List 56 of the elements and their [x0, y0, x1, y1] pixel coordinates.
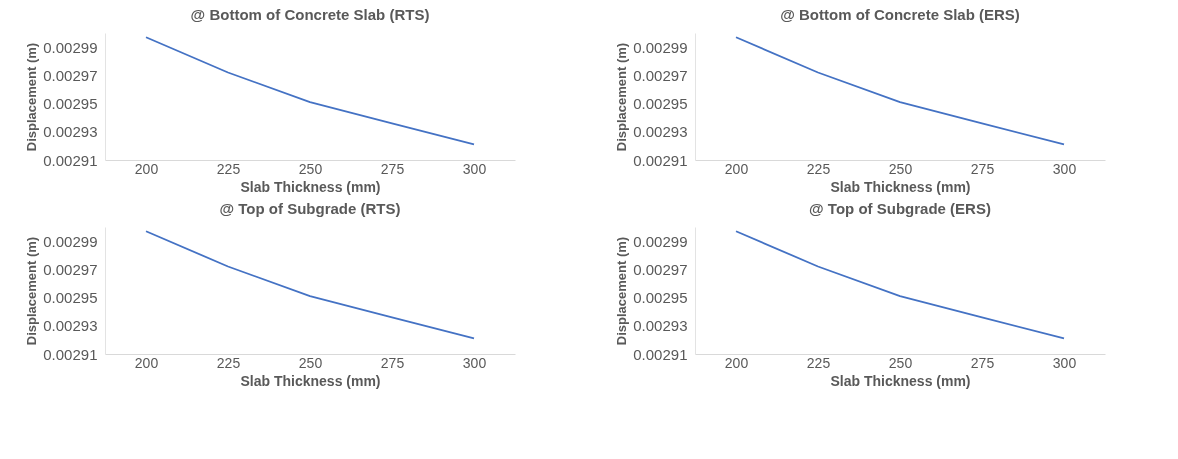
y-tick-label: 0.00299 — [633, 38, 688, 56]
y-tick-label: 0.00291 — [43, 151, 98, 169]
y-tick-label: 0.00291 — [633, 345, 688, 363]
y-tick-label: 0.00293 — [633, 317, 688, 335]
x-tick-label: 225 — [806, 160, 831, 177]
y-tick-label: 0.00297 — [633, 260, 688, 278]
x-tick-label: 200 — [134, 354, 159, 371]
x-tick-label: 275 — [380, 354, 405, 371]
y-tick-label: 0.00299 — [43, 38, 98, 56]
chart-title: @ Top of Subgrade (RTS) — [219, 200, 401, 217]
y-tick-label: 0.00293 — [43, 123, 98, 141]
x-tick-label: 300 — [1052, 160, 1077, 177]
line-series — [735, 36, 1065, 146]
x-tick-label: 225 — [216, 160, 241, 177]
x-tick-label: 250 — [298, 160, 323, 177]
x-tick-label: 300 — [462, 354, 487, 371]
line-series — [735, 230, 1065, 340]
x-axis-title: Slab Thickness (mm) — [240, 178, 381, 195]
y-tick-label: 0.00291 — [43, 345, 98, 363]
y-tick-label: 0.00295 — [43, 289, 98, 307]
y-tick-label: 0.00295 — [633, 289, 688, 307]
x-tick-label: 275 — [970, 160, 995, 177]
x-tick-label: 200 — [724, 354, 749, 371]
y-tick-label: 0.00291 — [633, 151, 688, 169]
x-tick-label: 250 — [298, 354, 323, 371]
y-axis-title: Displacement (m) — [614, 42, 630, 152]
line-series — [145, 230, 475, 340]
x-tick-label: 250 — [888, 354, 913, 371]
chart-title: @ Bottom of Concrete Slab (RTS) — [190, 6, 430, 23]
y-axis-title: Displacement (m) — [24, 236, 40, 346]
x-tick-label: 225 — [216, 354, 241, 371]
y-tick-label: 0.00299 — [43, 232, 98, 250]
y-tick-label: 0.00299 — [633, 232, 688, 250]
y-tick-label: 0.00297 — [43, 260, 98, 278]
y-tick-label: 0.00295 — [633, 95, 688, 113]
x-tick-label: 275 — [970, 354, 995, 371]
y-tick-label: 0.00297 — [43, 66, 98, 84]
chart-title: @ Bottom of Concrete Slab (ERS) — [780, 6, 1020, 23]
x-tick-label: 200 — [134, 160, 159, 177]
y-tick-label: 0.00293 — [633, 123, 688, 141]
x-tick-label: 300 — [462, 160, 487, 177]
x-axis-title: Slab Thickness (mm) — [830, 178, 971, 195]
y-tick-label: 0.00297 — [633, 66, 688, 84]
x-axis-title: Slab Thickness (mm) — [240, 372, 381, 389]
y-axis-title: Displacement (m) — [24, 42, 40, 152]
y-tick-label: 0.00295 — [43, 95, 98, 113]
line-series — [145, 36, 475, 146]
y-axis-title: Displacement (m) — [614, 236, 630, 346]
x-tick-label: 225 — [806, 354, 831, 371]
x-tick-label: 250 — [888, 160, 913, 177]
chart-title: @ Top of Subgrade (ERS) — [809, 200, 991, 217]
y-tick-label: 0.00293 — [43, 317, 98, 335]
x-tick-label: 300 — [1052, 354, 1077, 371]
x-tick-label: 275 — [380, 160, 405, 177]
x-tick-label: 200 — [724, 160, 749, 177]
x-axis-title: Slab Thickness (mm) — [830, 372, 971, 389]
